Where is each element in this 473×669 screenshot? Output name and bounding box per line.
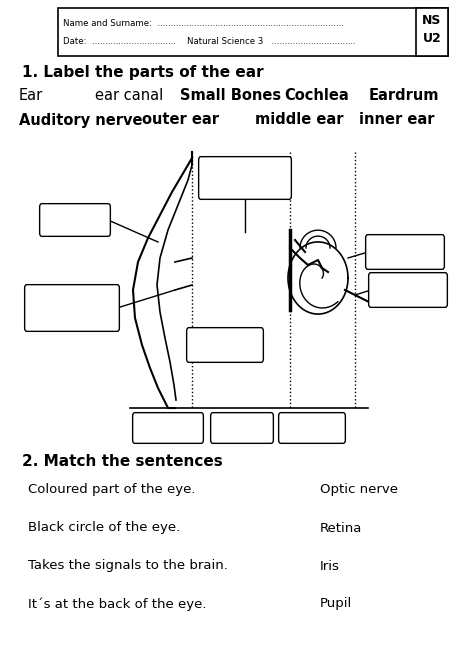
Text: 1. Label the parts of the ear: 1. Label the parts of the ear <box>22 64 263 80</box>
FancyBboxPatch shape <box>368 273 447 307</box>
FancyBboxPatch shape <box>40 203 110 236</box>
Bar <box>58 8 448 56</box>
Text: Pupil: Pupil <box>320 597 352 611</box>
FancyBboxPatch shape <box>210 413 273 444</box>
Text: Small Bones: Small Bones <box>180 88 281 104</box>
Text: middle ear: middle ear <box>255 112 344 128</box>
Text: U2: U2 <box>422 31 441 45</box>
Text: outer ear: outer ear <box>142 112 219 128</box>
FancyBboxPatch shape <box>132 413 203 444</box>
Text: Black circle of the eye.: Black circle of the eye. <box>28 522 180 535</box>
Text: Auditory nerve: Auditory nerve <box>19 112 142 128</box>
Text: Takes the signals to the brain.: Takes the signals to the brain. <box>28 559 228 573</box>
Text: Optic nerve: Optic nerve <box>320 484 398 496</box>
Text: Name and Surname:  .............................................................: Name and Surname: ......................… <box>63 19 344 29</box>
FancyBboxPatch shape <box>187 328 263 363</box>
FancyBboxPatch shape <box>25 284 119 331</box>
Text: Ear: Ear <box>19 88 43 104</box>
Text: It´s at the back of the eye.: It´s at the back of the eye. <box>28 597 207 611</box>
Text: Date:  ................................    Natural Science 3   .................: Date: ................................ N… <box>63 37 356 45</box>
Text: ear canal: ear canal <box>95 88 163 104</box>
Text: Iris: Iris <box>320 559 340 573</box>
FancyBboxPatch shape <box>366 235 444 270</box>
Text: Coloured part of the eye.: Coloured part of the eye. <box>28 484 195 496</box>
Text: inner ear: inner ear <box>359 112 435 128</box>
Text: NS: NS <box>422 13 442 27</box>
Text: Retina: Retina <box>320 522 362 535</box>
Text: Cochlea: Cochlea <box>284 88 349 104</box>
FancyBboxPatch shape <box>199 157 291 199</box>
Text: Eardrum: Eardrum <box>369 88 439 104</box>
FancyBboxPatch shape <box>279 413 345 444</box>
Bar <box>416 8 448 56</box>
Text: 2. Match the sentences: 2. Match the sentences <box>22 454 223 470</box>
